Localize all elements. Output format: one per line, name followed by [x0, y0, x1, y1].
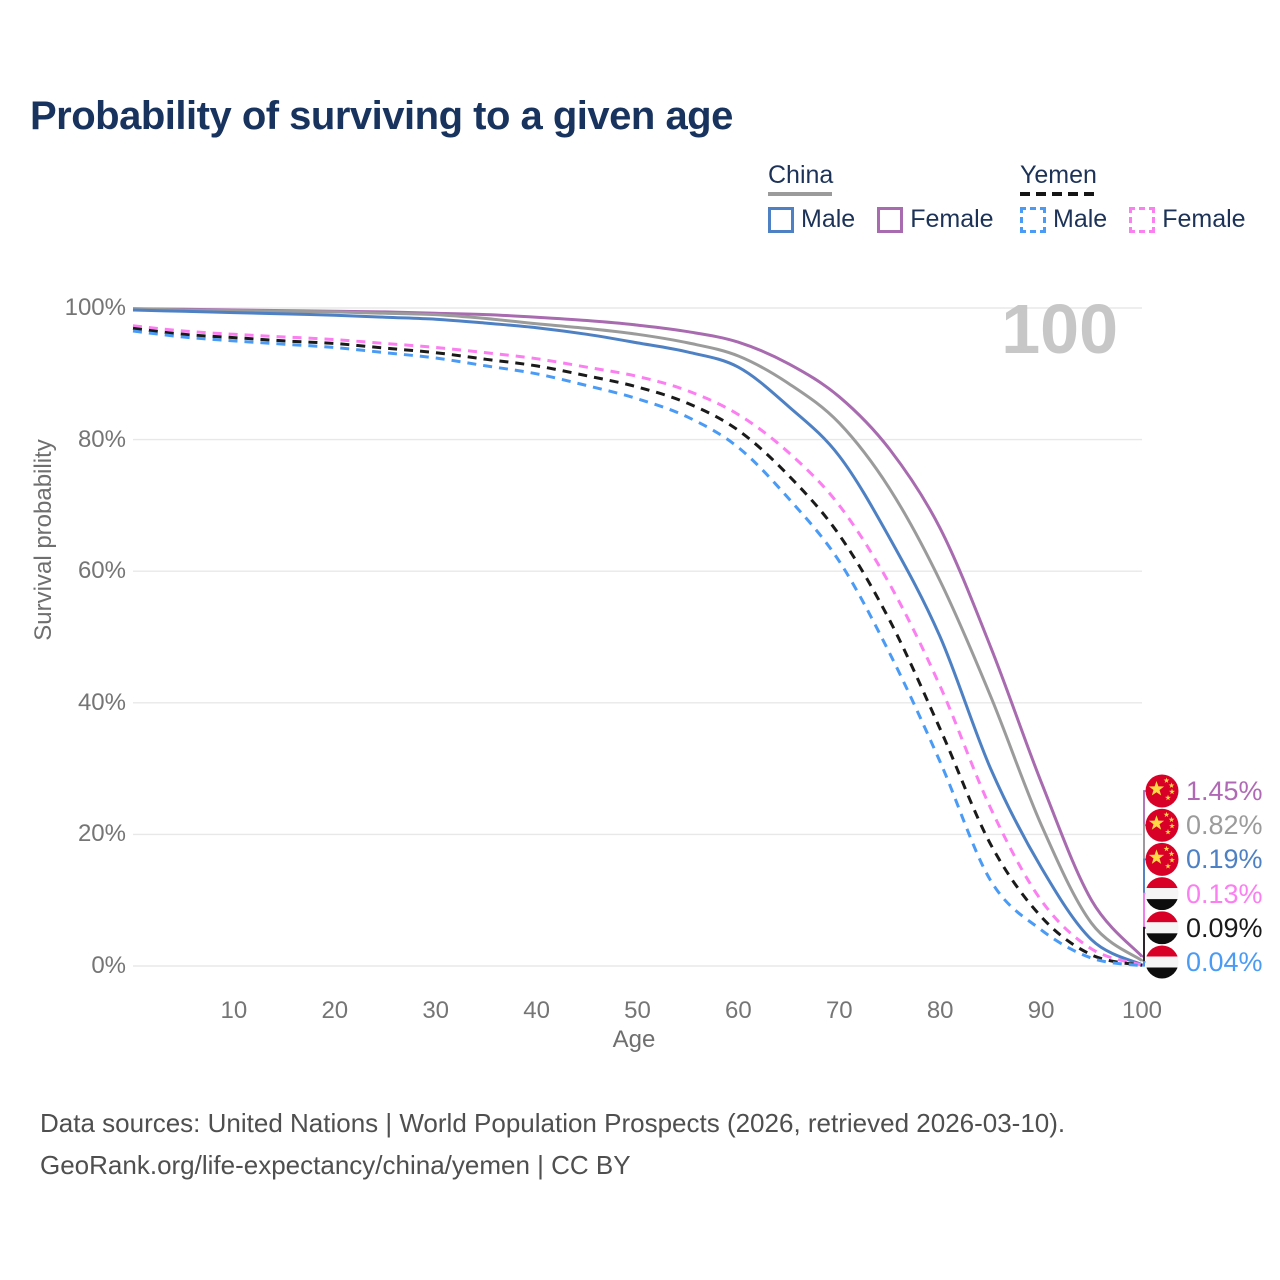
end-value-label-china-0.82%: 0.82%	[1186, 810, 1263, 841]
china-male-swatch-icon	[768, 206, 794, 233]
end-value-label-yemen-0.09%: 0.09%	[1186, 912, 1263, 943]
attribution-note: GeoRank.org/life-expectancy/china/yemen …	[40, 1150, 631, 1180]
x-tick-label-80: 80	[926, 997, 954, 1024]
legend-label-china-male: Male	[801, 205, 856, 233]
curve-china-total	[132, 307, 1143, 962]
legend-label-yemen-male: Male	[1053, 205, 1108, 233]
x-tick-label-100: 100	[1121, 997, 1163, 1024]
curve-china-male	[132, 308, 1143, 967]
legend-item-yemen-male: Male	[1020, 205, 1107, 234]
y-tick-label-20: 20%	[77, 820, 126, 848]
legend-item-china-female: Female	[877, 205, 994, 234]
legend-country-yemen: Yemen	[1020, 161, 1097, 189]
curve-yemen-male	[132, 329, 1143, 968]
x-tick-label-50: 50	[624, 997, 651, 1024]
hover-age-indicator: 100	[1001, 290, 1118, 368]
legend-country-china: China	[768, 161, 834, 189]
x-tick-label-20: 20	[321, 997, 349, 1024]
end-value-label-china-0.19%: 0.19%	[1186, 844, 1263, 875]
end-value-label-china-1.45%: 1.45%	[1186, 776, 1263, 806]
x-tick-label-40: 40	[523, 997, 550, 1024]
x-axis-title: Age	[612, 1026, 656, 1053]
china-flag-icon	[1145, 842, 1179, 876]
legend-label-china-female: Female	[910, 205, 994, 233]
x-tick-label-30: 30	[422, 997, 450, 1024]
curve-yemen-total	[132, 326, 1143, 967]
x-tick-label-70: 70	[825, 997, 853, 1024]
china-female-swatch-icon	[877, 206, 904, 233]
china-line-style-swatch	[768, 192, 832, 196]
y-tick-label-80: 80%	[77, 425, 126, 453]
page-title: Probability of surviving to a given age	[30, 94, 733, 138]
curve-yemen-female	[132, 324, 1143, 967]
yemen-female-swatch-icon	[1129, 206, 1156, 233]
plot-area[interactable]	[133, 308, 1142, 966]
end-value-label-yemen-0.13%: 0.13%	[1186, 878, 1263, 909]
x-tick-label-90: 90	[1027, 997, 1055, 1024]
legend-label-yemen-female: Female	[1162, 205, 1246, 233]
legend-item-yemen-female: Female	[1129, 205, 1246, 234]
y-tick-label-100: 100%	[64, 294, 126, 321]
end-value-label-yemen-0.04%: 0.04%	[1186, 947, 1263, 977]
leader-line-yemen-male	[1142, 961, 1146, 967]
data-sources-note: Data sources: United Nations | World Pop…	[40, 1108, 1066, 1138]
x-tick-label-10: 10	[220, 997, 248, 1024]
y-tick-label-0: 0%	[91, 952, 126, 979]
china-flag-icon	[1145, 774, 1179, 808]
x-tick-label-60: 60	[725, 997, 752, 1024]
yemen-line-style-swatch	[1020, 192, 1100, 196]
yemen-flag-icon	[1145, 911, 1179, 945]
yemen-male-swatch-icon	[1020, 206, 1046, 233]
legend-item-china-male: Male	[768, 205, 855, 234]
legend-group-china: China Male Female	[768, 162, 994, 234]
y-axis-title: Survival probability	[30, 439, 57, 641]
y-tick-label-40: 40%	[77, 688, 126, 716]
yemen-flag-icon	[1145, 945, 1179, 979]
y-tick-label-60: 60%	[77, 557, 126, 585]
china-flag-icon	[1145, 808, 1179, 842]
legend-group-yemen: Yemen Male Female	[1020, 162, 1246, 234]
yemen-flag-icon	[1145, 877, 1179, 911]
